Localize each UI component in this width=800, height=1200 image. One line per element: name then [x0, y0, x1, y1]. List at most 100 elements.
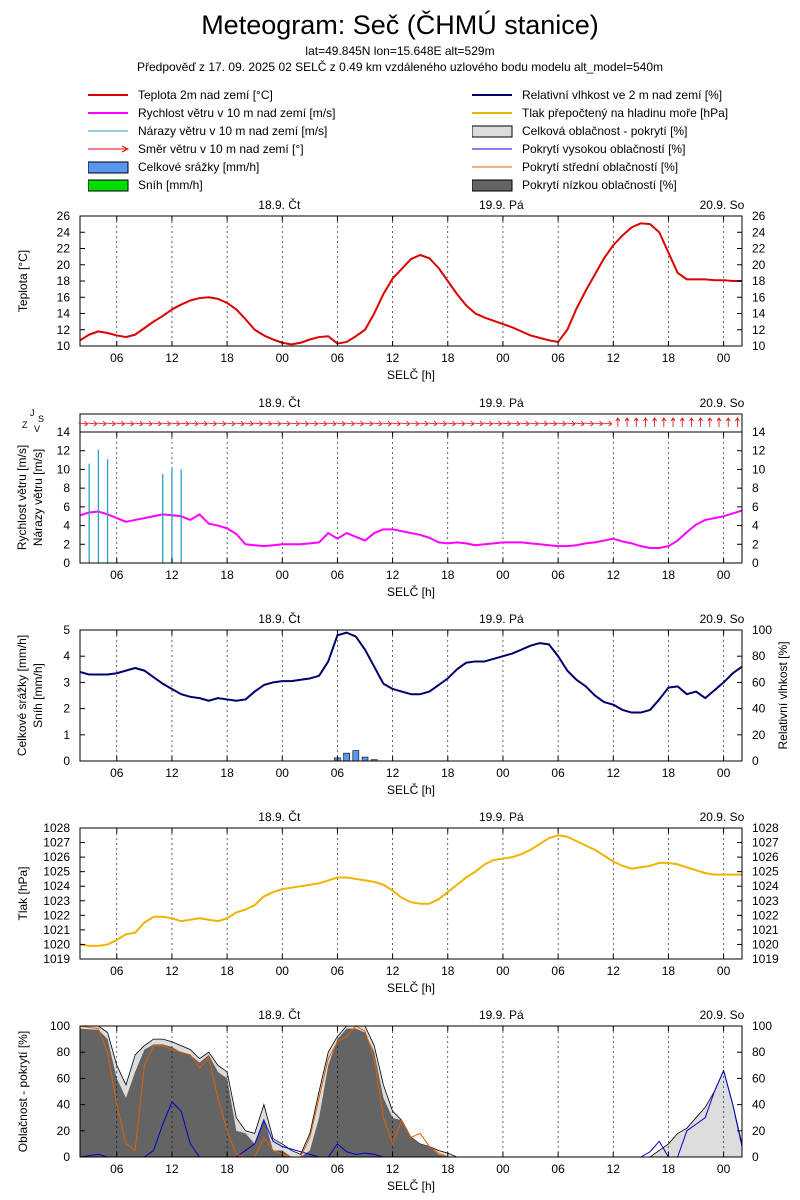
y-tick-label: 1027	[752, 836, 779, 850]
x-tick-label: 12	[165, 568, 179, 582]
wind-arrow	[125, 421, 134, 426]
y-tick-label: 1026	[43, 850, 70, 864]
x-tick-label: 00	[496, 1162, 510, 1176]
y-tick-label: 0	[63, 754, 70, 768]
wind-arrow	[299, 421, 308, 426]
y-tick-label: 10	[57, 462, 71, 476]
wind-arrow	[699, 418, 703, 427]
x-tick-label: 06	[331, 766, 345, 780]
x-tick-label: 18	[441, 568, 455, 582]
y-tick-label: 1021	[43, 923, 70, 937]
y-tick-label: 26	[752, 209, 766, 223]
x-tick-label: 00	[496, 964, 510, 978]
y-tick-label: 0	[63, 556, 70, 570]
day-label: 19.9. Pá	[479, 810, 524, 824]
x-tick-label: 12	[386, 1162, 400, 1176]
wind-arrow	[327, 421, 336, 426]
y-tick-label: 22	[57, 242, 71, 256]
wind-arrow	[428, 421, 437, 426]
y-tick-label: 6	[63, 500, 70, 514]
x-tick-label: 18	[220, 568, 234, 582]
x-tick-label: 06	[551, 964, 565, 978]
precip-bar	[362, 757, 368, 761]
plot-frame	[80, 432, 742, 563]
y-tick-label-right: 80	[752, 649, 766, 663]
wind-arrow	[161, 421, 170, 426]
x-tick-label: 18	[662, 351, 676, 365]
x-tick-label: 00	[717, 568, 731, 582]
day-label: 18.9. Čt	[258, 197, 301, 212]
y-tick-label: 1022	[43, 908, 70, 922]
wind-arrow	[548, 421, 557, 426]
meteogram-charts: 18.9. Čt 19.9. Pá 20.9. So10 1012 1214 1416 16…	[0, 0, 800, 1200]
y-tick-label: 1025	[43, 865, 70, 879]
x-tick-label: 06	[551, 1162, 565, 1176]
x-tick-label: 06	[110, 1162, 124, 1176]
wind-arrow	[244, 421, 253, 426]
y-tick-label: 100	[50, 1019, 70, 1033]
x-tick-label: 12	[386, 568, 400, 582]
wind-arrow	[575, 421, 584, 426]
y-tick-label: 12	[57, 323, 71, 337]
wind-arrow	[217, 421, 226, 426]
wind-arrow	[134, 421, 143, 426]
wind-arrow	[492, 421, 501, 426]
wind-arrow	[726, 418, 730, 427]
y-axis-label: Tlak [hPa]	[16, 866, 30, 920]
series-line	[80, 835, 742, 946]
y-tick-label: 1025	[752, 865, 779, 879]
day-label: 18.9. Čt	[258, 1007, 301, 1022]
y-tick-label: 80	[752, 1045, 766, 1059]
wind-arrow	[520, 421, 529, 426]
y-tick-label: 4	[63, 649, 70, 663]
wind-arrow	[281, 421, 290, 426]
wind-arrow	[437, 421, 446, 426]
x-tick-label: 06	[331, 568, 345, 582]
y-tick-label: 60	[57, 1071, 71, 1085]
y-tick-label: 24	[752, 225, 766, 239]
wind-arrow	[272, 421, 281, 426]
y-tick-label: 16	[57, 290, 71, 304]
x-tick-label: 18	[441, 1162, 455, 1176]
y-tick-label: 18	[752, 274, 766, 288]
plot-frame	[80, 828, 742, 959]
y-tick-label: 1028	[752, 821, 779, 835]
x-tick-label: 06	[331, 351, 345, 365]
y-tick-label: 16	[752, 290, 766, 304]
y-tick-label: 40	[57, 1098, 71, 1112]
chart-panel-1: 18.9. Čt 19.9. Pá 20.9. So 10 10 12 12 14 14 16 16…	[16, 197, 766, 382]
x-tick-label: 12	[165, 351, 179, 365]
chart-panel-3: 18.9. Čt 19.9. Pá 20.9. So0123450204060801…	[15, 611, 790, 797]
day-label: 19.9. Pá	[479, 612, 524, 626]
wind-arrow	[189, 421, 198, 426]
x-tick-label: 06	[551, 568, 565, 582]
y-tick-label: 80	[57, 1045, 71, 1059]
y-axis-label-2: Nárazy větru [m/s]	[31, 449, 45, 546]
x-tick-label: 18	[220, 766, 234, 780]
x-tick-label: 18	[662, 766, 676, 780]
wind-arrow	[735, 418, 739, 427]
wind-arrow	[511, 421, 520, 426]
y-tick-label: 12	[752, 323, 766, 337]
wind-arrow	[671, 418, 675, 427]
x-tick-label: 18	[220, 1162, 234, 1176]
y-tick-label-right: 40	[752, 702, 766, 716]
wind-arrow	[625, 418, 629, 427]
wind-arrow	[373, 421, 382, 426]
precip-bar	[353, 751, 359, 761]
chart-panel-4: 18.9. Čt 19.9. Pá 20.9. So1019 10191020 1020…	[16, 809, 779, 995]
x-axis-label: SELČ [h]	[387, 367, 435, 382]
y-tick-label: 20	[57, 1124, 71, 1138]
wind-arrow	[143, 421, 152, 426]
wind-arrow	[502, 421, 511, 426]
y-tick-label: 1022	[752, 908, 779, 922]
x-tick-label: 12	[165, 1162, 179, 1176]
wind-arrow	[364, 421, 373, 426]
wind-arrow	[419, 421, 428, 426]
y-tick-label: 2	[752, 537, 759, 551]
y-tick-label: 20	[57, 258, 71, 272]
wind-arrow	[708, 418, 712, 427]
wind-arrow	[557, 421, 566, 426]
series-line	[80, 511, 742, 548]
x-tick-label: 12	[607, 766, 621, 780]
